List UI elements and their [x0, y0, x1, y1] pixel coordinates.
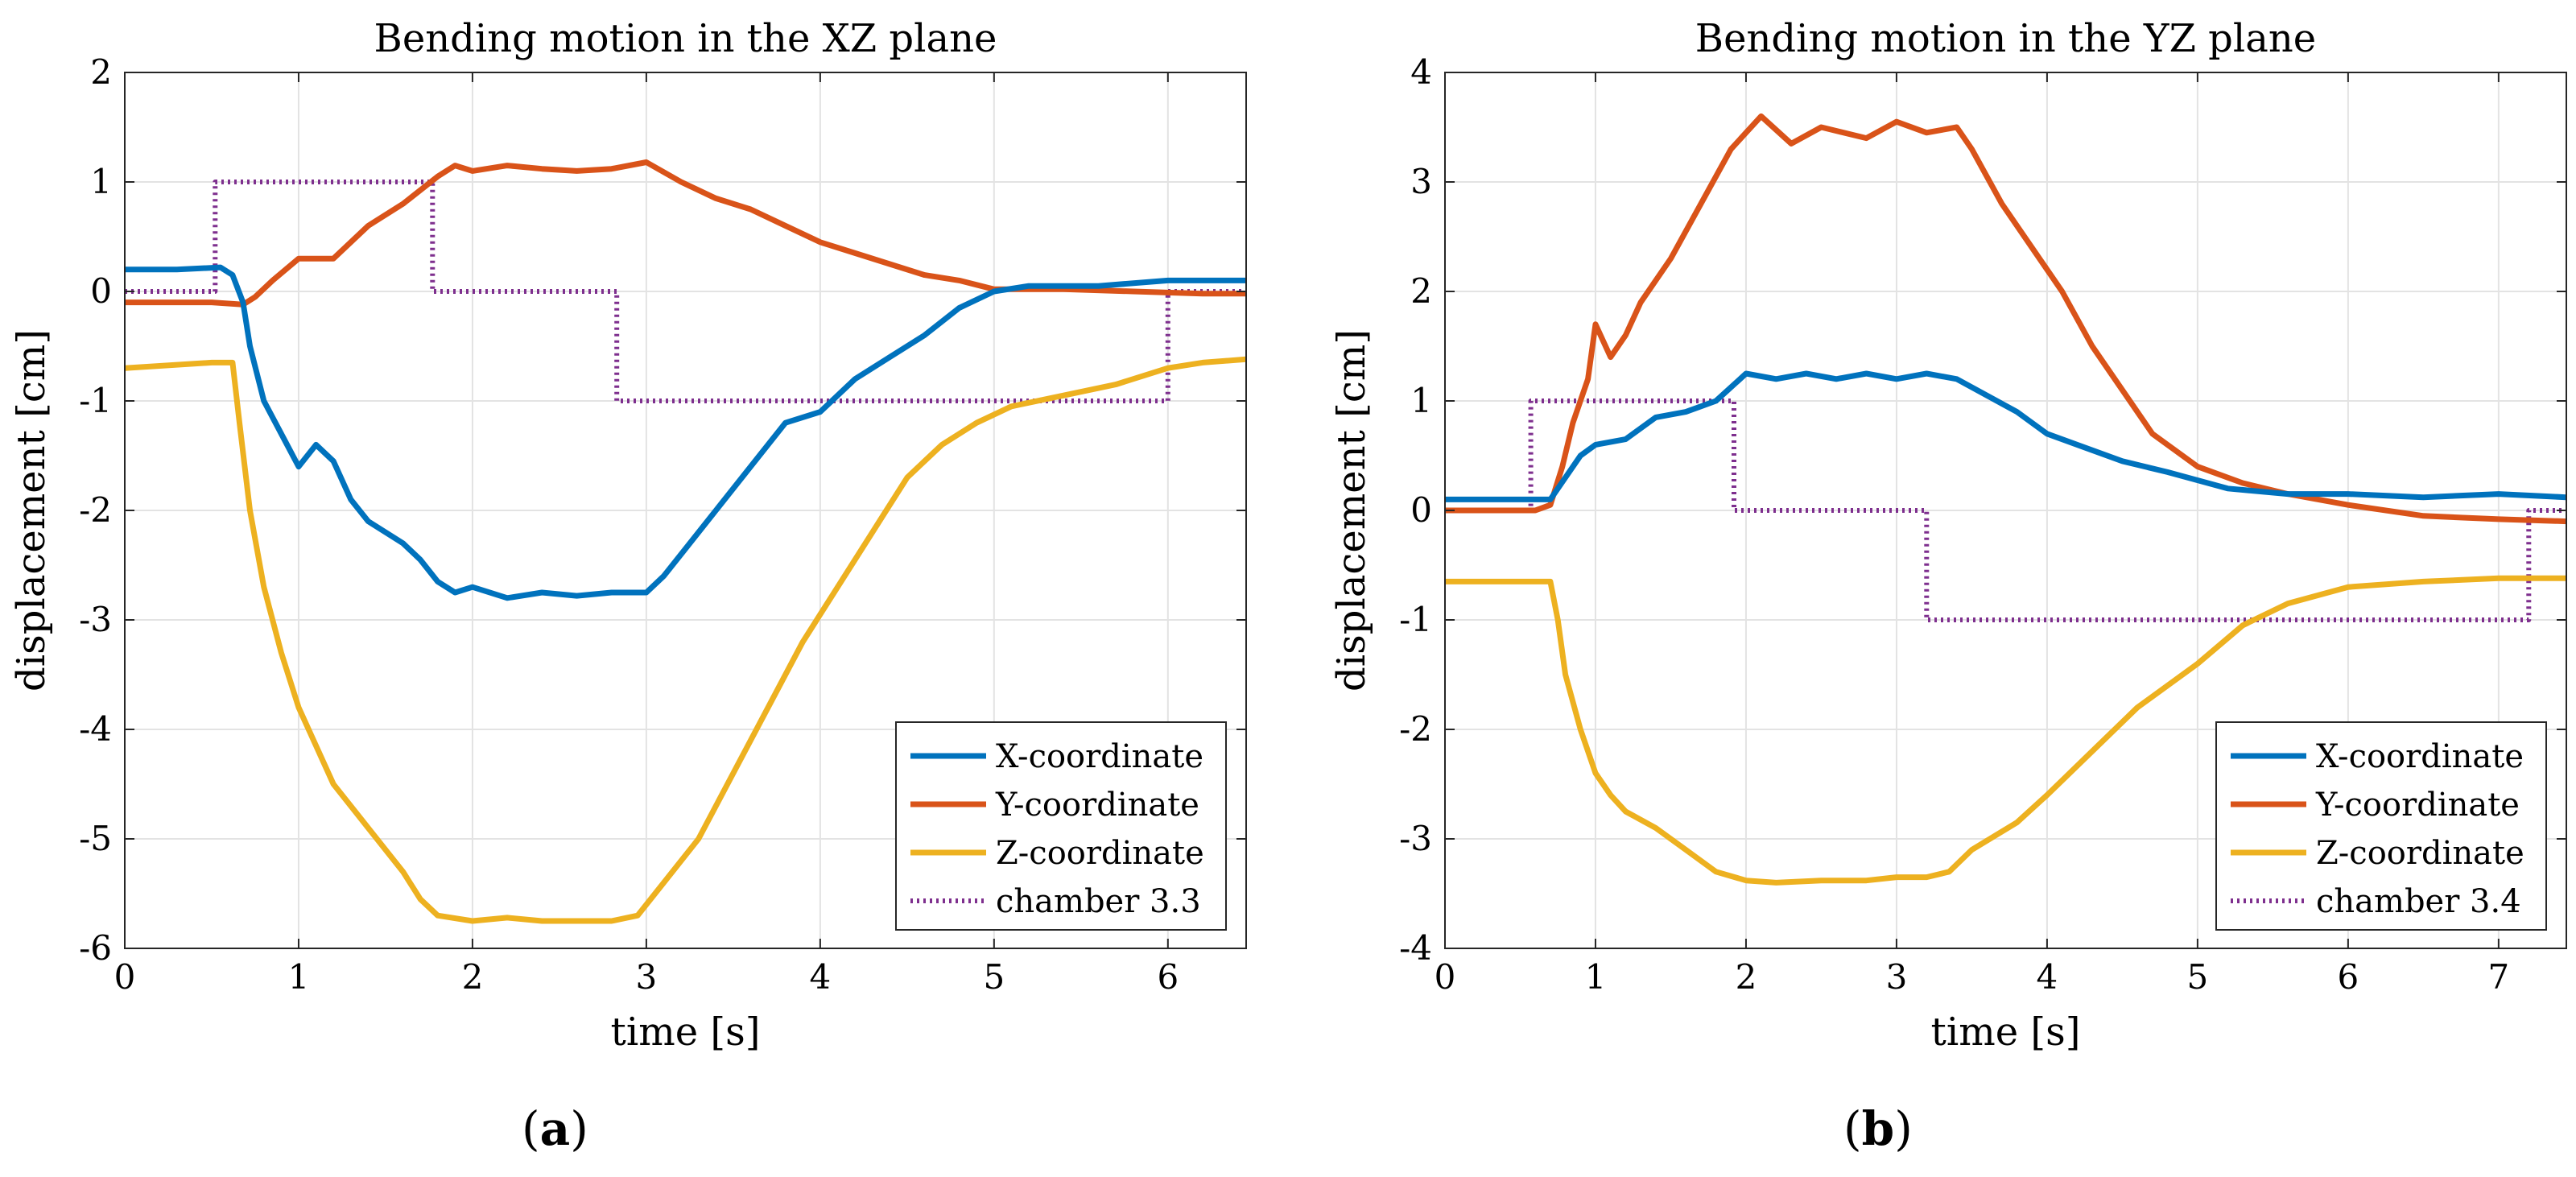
panel-label-b-close: ): [1894, 1101, 1913, 1156]
chart-b-ytick-label-4: 0: [1410, 490, 1432, 530]
chart-b-xtick-label-3: 3: [1886, 957, 1908, 997]
chart-b-ytick-label-2: 2: [1410, 271, 1432, 311]
chart-a-legend-label-z: Z-coordinate: [996, 835, 1204, 872]
chart-a-xtick-label-2: 2: [462, 957, 484, 997]
panel-label-b-letter: b: [1861, 1101, 1895, 1156]
panel-label-a-letter: a: [539, 1101, 571, 1156]
chart-b-legend-label-z: Z-coordinate: [2316, 835, 2524, 872]
chart-b-legend-label-x: X-coordinate: [2316, 738, 2524, 775]
chart-b-xtick-label-7: 7: [2487, 957, 2509, 997]
chart-b-xtick-label-4: 4: [2037, 957, 2058, 997]
chart-b-series-y-line: [1445, 113, 2566, 525]
chart-b-ytick-label-1: 3: [1410, 162, 1432, 201]
chart-a-title: Bending motion in the XZ plane: [374, 16, 997, 61]
chart-b-ytick-label-8: -4: [1399, 928, 1432, 968]
chart-b-legend: X-coordinate Y-coordinate Z-coordinate cham…: [2215, 721, 2547, 931]
chart-b-series-group: [1445, 113, 2566, 886]
chart-b-legend-label-chamber: chamber 3.4: [2316, 883, 2521, 920]
chart-a-ytick-label-2: 0: [90, 271, 112, 311]
chart-b-series-z-line: [1445, 575, 2566, 886]
chart-b-ytick-label-5: -1: [1399, 600, 1432, 639]
chart-b-ytick-label-0: 4: [1410, 52, 1432, 92]
chart-a-xtick-label-6: 6: [1157, 957, 1179, 997]
chart-a-xtick-label-4: 4: [810, 957, 832, 997]
chart-a-legend-label-y: Y-coordinate: [995, 787, 1199, 824]
chart-a-ytick-label-5: -3: [79, 600, 112, 639]
chart-b-xtick-label-1: 1: [1585, 957, 1607, 997]
chart-b-legend-label-y: Y-coordinate: [2315, 787, 2520, 824]
chart-panel-a: 0 1 2 3 4 5 6 2 1 0 -1 -2 -3 -4 -5 -6 Bending motion in …: [9, 16, 1247, 1055]
chart-a-ytick-label-3: -1: [79, 381, 112, 420]
chart-a-xtick-label-0: 0: [114, 957, 136, 997]
chart-a-series-y-line: [125, 159, 1246, 308]
chart-a-series-z-line: [125, 356, 1246, 924]
chart-a-ylabel: displacement [cm]: [9, 329, 54, 692]
chart-b-ytick-label-6: -2: [1399, 709, 1432, 749]
chart-b-xtick-label-6: 6: [2338, 957, 2359, 997]
panel-label-b: (b): [1843, 1101, 1913, 1156]
chart-a-series-chamber-line: [125, 180, 1246, 403]
chart-a-ytick-label-0: 2: [90, 52, 112, 92]
chart-b-ylabel: displacement [cm]: [1329, 329, 1374, 692]
chart-b-ytick-label-3: 1: [1410, 381, 1432, 420]
chart-b-title: Bending motion in the YZ plane: [1695, 16, 2316, 61]
chart-b-ytick-label-7: -3: [1399, 819, 1432, 858]
chart-a-series-x-line: [125, 264, 1246, 601]
chart-panel-b: 0 1 2 3 4 5 6 7 4 3 2 1 0 -1 -2 -3 -4 Bending motion in t…: [1329, 16, 2567, 1055]
chart-b-xtick-label-5: 5: [2187, 957, 2209, 997]
chart-a-ytick-label-1: 1: [90, 162, 112, 201]
panel-label-a-open: (: [522, 1101, 540, 1156]
chart-a-xtick-label-1: 1: [288, 957, 310, 997]
chart-a-xtick-label-5: 5: [983, 957, 1005, 997]
chart-a-legend-label-chamber: chamber 3.3: [996, 883, 1201, 920]
chart-a-ytick-label-6: -4: [79, 709, 112, 749]
chart-a-legend: X-coordinate Y-coordinate Z-coordinate cham…: [895, 721, 1227, 931]
chart-b-series-x-line: [1445, 370, 2566, 502]
panel-label-a: (a): [522, 1101, 588, 1156]
chart-a-ytick-label-4: -2: [79, 490, 112, 530]
panel-label-b-open: (: [1843, 1101, 1862, 1156]
chart-a-legend-label-x: X-coordinate: [996, 738, 1203, 775]
chart-a-xtick-label-3: 3: [636, 957, 658, 997]
panel-label-a-close: ): [570, 1101, 588, 1156]
chart-a-ytick-label-8: -6: [79, 928, 112, 968]
chart-a-ytick-label-7: -5: [79, 819, 112, 858]
chart-b-xtick-label-2: 2: [1736, 957, 1757, 997]
chart-a-xlabel: time [s]: [611, 1010, 761, 1055]
chart-a-series-group: [125, 159, 1246, 924]
chart-b-xtick-label-0: 0: [1435, 957, 1456, 997]
chart-b-xlabel: time [s]: [1931, 1010, 2081, 1055]
